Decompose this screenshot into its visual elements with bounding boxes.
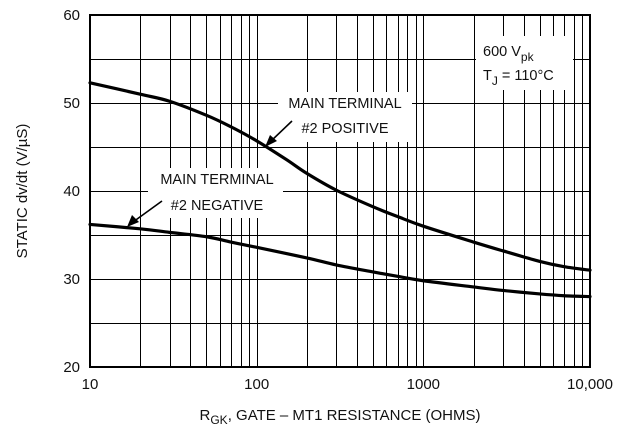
x-tick-label: 100: [244, 376, 269, 393]
y-tick-label: 60: [63, 7, 80, 24]
positive-pointer-head: [265, 135, 277, 147]
condition-temperature: TJ = 110°C: [483, 68, 554, 88]
grid: [90, 15, 590, 367]
x-axis-label: RGK, GATE – MT1 RESISTANCE (OHMS): [200, 407, 481, 427]
negative-label-pointer: [132, 200, 163, 223]
positive-label-line2: #2 POSITIVE: [301, 121, 388, 137]
x-tick-label: 10,000: [567, 376, 613, 393]
curves: [88, 81, 592, 299]
curve-positive: [88, 81, 592, 272]
negative-label-bg: [148, 168, 283, 218]
plot-frame: [89, 14, 591, 368]
conditions-bg: [476, 36, 573, 90]
x-tick-label: 1000: [407, 376, 440, 393]
x-tick-label: 10: [82, 376, 99, 393]
positive-label-bg: [278, 92, 412, 142]
y-tick-label: 30: [63, 271, 80, 288]
curve-negative: [88, 222, 592, 299]
condition-voltage: 600 Vpk: [483, 44, 535, 64]
y-tick-label: 40: [63, 183, 80, 200]
negative-pointer-head: [127, 215, 139, 227]
negative-label-line2: #2 NEGATIVE: [171, 198, 264, 214]
y-tick-label: 50: [63, 95, 80, 112]
y-axis-label: STATIC dv/dt (V/µS): [14, 124, 31, 259]
positive-label-line1: MAIN TERMINAL: [288, 96, 401, 112]
negative-label-line1: MAIN TERMINAL: [160, 172, 273, 188]
tick-labels: 10 100 1000 10,000 20 30 40 50 60: [63, 7, 613, 393]
y-tick-label: 20: [63, 359, 80, 376]
curve-labels: MAIN TERMINAL #2 POSITIVE MAIN TERMINAL …: [127, 36, 573, 227]
